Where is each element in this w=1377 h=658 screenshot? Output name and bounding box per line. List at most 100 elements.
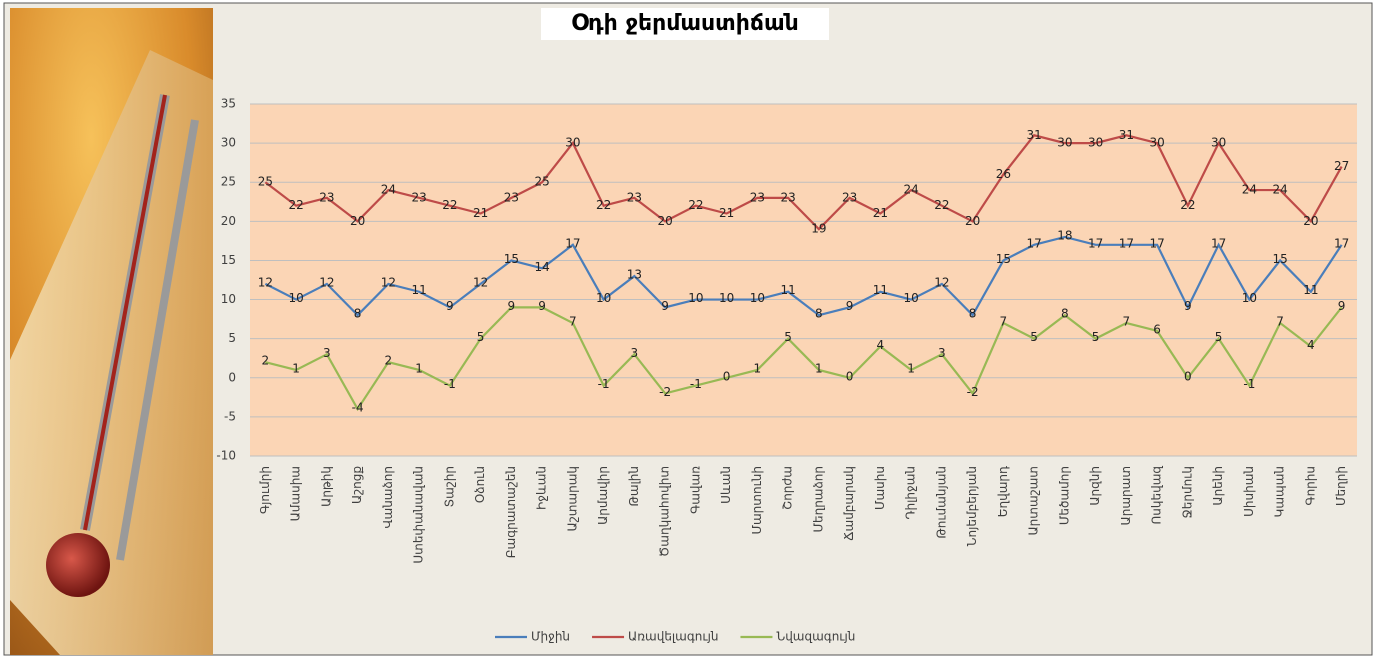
- data-label: 10: [596, 291, 611, 305]
- data-label: 0: [1184, 369, 1192, 383]
- data-label: 5: [477, 330, 485, 344]
- data-label: 30: [1211, 136, 1226, 150]
- data-label: 25: [534, 175, 549, 189]
- data-label: 20: [965, 214, 980, 228]
- data-label: 22: [934, 198, 949, 212]
- data-label: 23: [780, 190, 795, 204]
- data-label: 10: [750, 291, 765, 305]
- data-label: 12: [319, 275, 334, 289]
- data-label: 10: [688, 291, 703, 305]
- data-label: 22: [596, 198, 611, 212]
- data-label: 24: [1242, 183, 1257, 197]
- data-label: 30: [1088, 136, 1103, 150]
- data-label: 11: [780, 283, 795, 297]
- x-tick-label: Արթիկ: [319, 466, 333, 507]
- data-label: 31: [1119, 128, 1134, 142]
- data-label: 8: [1061, 307, 1069, 321]
- data-label: 9: [846, 299, 854, 313]
- x-tick-label: Գորիս: [1303, 466, 1317, 505]
- data-label: 4: [877, 338, 885, 352]
- data-label: 1: [754, 361, 762, 375]
- data-label: 21: [873, 206, 888, 220]
- data-label: 7: [569, 315, 577, 329]
- data-label: 3: [323, 346, 331, 360]
- data-label: 9: [661, 299, 669, 313]
- data-label: 20: [350, 214, 365, 228]
- data-label: 25: [258, 175, 273, 189]
- data-label: 1: [292, 361, 300, 375]
- data-label: 9: [538, 299, 546, 313]
- plot-area: [250, 104, 1357, 456]
- data-label: 5: [1030, 330, 1038, 344]
- data-label: 0: [723, 369, 731, 383]
- y-tick-label: 35: [221, 97, 236, 111]
- x-tick-label: Վանաձոր: [381, 466, 395, 529]
- data-label: 12: [258, 275, 273, 289]
- x-tick-label: Արմավիր: [596, 466, 610, 525]
- x-tick-label: Արենի: [1211, 466, 1225, 506]
- data-label: 21: [719, 206, 734, 220]
- data-label: 12: [934, 275, 949, 289]
- y-tick-label: 5: [228, 331, 236, 345]
- legend-label: Առավելագույն: [628, 630, 718, 644]
- x-tick-label: Արարատ: [1119, 466, 1133, 525]
- data-label: 17: [1119, 236, 1134, 250]
- data-label: 23: [842, 190, 857, 204]
- thermometer-picture: [10, 8, 213, 655]
- data-label: 19: [811, 222, 826, 236]
- x-tick-label: Օձուն: [473, 466, 487, 503]
- data-label: 9: [1338, 299, 1346, 313]
- x-tick-label: Մեղրի: [1334, 466, 1348, 506]
- x-tick-label: Արզնի: [1088, 466, 1102, 506]
- data-label: 17: [1334, 236, 1349, 250]
- data-label: 13: [627, 268, 642, 282]
- data-label: 11: [873, 283, 888, 297]
- data-label: 22: [688, 198, 703, 212]
- data-label: -1: [598, 377, 610, 391]
- data-label: 23: [411, 190, 426, 204]
- data-label: 20: [657, 214, 672, 228]
- data-label: 27: [1334, 159, 1349, 173]
- x-tick-label: Տաշիր: [442, 466, 456, 507]
- data-label: 23: [750, 190, 765, 204]
- x-tick-label: Սևան: [719, 466, 733, 504]
- data-label: -1: [1243, 377, 1255, 391]
- x-tick-label: Ստեփանավան: [412, 466, 426, 564]
- data-label: 9: [508, 299, 516, 313]
- x-tick-label: Սիսիան: [1242, 466, 1256, 517]
- data-label: 5: [784, 330, 792, 344]
- data-label: 1: [815, 361, 823, 375]
- x-tick-label: Իջևան: [535, 466, 549, 510]
- y-tick-label: 15: [221, 253, 236, 267]
- data-label: 31: [1026, 128, 1041, 142]
- data-label: 15: [996, 252, 1011, 266]
- x-tick-label: Ոսկեվազ: [1150, 466, 1164, 525]
- x-tick-label: Ջերմուկ: [1180, 466, 1194, 518]
- x-tick-label: Բագրատաշեն: [504, 466, 518, 558]
- data-label: 11: [1303, 283, 1318, 297]
- data-label: 9: [446, 299, 454, 313]
- data-label: 17: [1026, 236, 1041, 250]
- x-tick-label: Ամասիա: [289, 466, 303, 521]
- y-tick-label: 10: [221, 292, 236, 306]
- x-tick-label: Աշոցք: [350, 466, 364, 504]
- y-tick-label: 0: [228, 370, 236, 384]
- data-label: -2: [659, 385, 671, 399]
- data-label: 17: [1088, 236, 1103, 250]
- data-label: 15: [504, 252, 519, 266]
- data-label: 30: [1149, 136, 1164, 150]
- data-label: 24: [1272, 183, 1287, 197]
- x-tick-label: Մեծամոր: [1057, 466, 1071, 525]
- x-tick-label: Թալին: [627, 466, 641, 506]
- data-label: 0: [846, 369, 854, 383]
- x-tick-label: Եղվարդ: [996, 466, 1010, 517]
- data-label: 17: [565, 236, 580, 250]
- data-label: 2: [262, 354, 270, 368]
- data-label: 22: [288, 198, 303, 212]
- data-label: 7: [1000, 315, 1008, 329]
- data-label: -4: [352, 401, 364, 415]
- x-tick-label: Կապան: [1273, 466, 1287, 517]
- data-label: 21: [473, 206, 488, 220]
- data-label: 24: [903, 183, 918, 197]
- x-tick-label: Գավառ: [688, 466, 702, 514]
